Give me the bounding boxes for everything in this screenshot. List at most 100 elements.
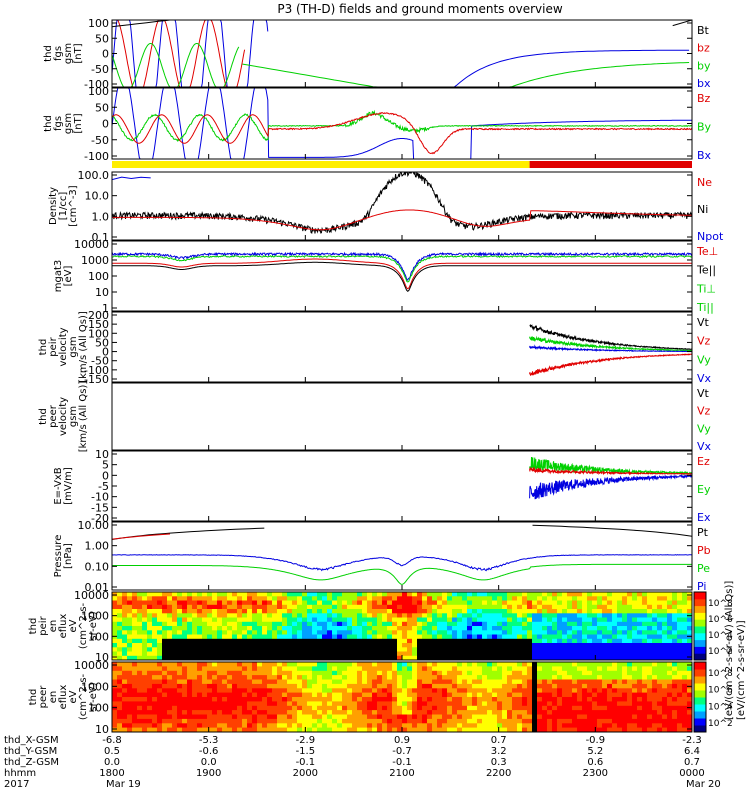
- spectrogram-cell: [277, 710, 283, 716]
- region-bar-segment: [112, 161, 530, 168]
- spectrogram-cell: [252, 718, 258, 724]
- spectrogram-cell: [522, 643, 528, 648]
- spectrogram-cell: [272, 727, 278, 732]
- spectrogram-cell: [412, 651, 418, 657]
- spectrogram-cell: [662, 592, 668, 597]
- spectrogram-cell: [142, 718, 148, 724]
- spectrogram-cell: [302, 596, 308, 602]
- spectrogram-cell: [237, 638, 243, 644]
- spectrogram-cell: [267, 592, 273, 597]
- spectrogram-cell: [662, 609, 668, 614]
- spectrogram-cell: [577, 692, 583, 698]
- spectrogram-cell: [527, 718, 533, 724]
- spectrogram-cell: [682, 630, 688, 636]
- spectrogram-cell: [672, 723, 678, 729]
- spectrogram-cell: [627, 626, 633, 631]
- spectrogram-cell: [507, 710, 513, 716]
- spectrogram-cell: [467, 683, 473, 689]
- colorbar-tick-label: 10^4: [708, 702, 733, 712]
- spectrogram-cell: [477, 688, 483, 694]
- spectrogram-cell: [307, 670, 313, 676]
- spectrogram-cell: [137, 651, 143, 657]
- spectrogram-cell: [607, 613, 613, 619]
- spectrogram-cell: [622, 701, 628, 707]
- spectrogram-cell: [602, 655, 608, 660]
- colorbar-segment: [694, 725, 706, 733]
- spectrogram-cell: [167, 727, 173, 732]
- spectrogram-cell: [457, 613, 463, 619]
- spectrogram-cell: [122, 727, 128, 732]
- spectrogram-cell: [242, 718, 248, 724]
- spectrogram-cell: [617, 630, 623, 636]
- spectrogram-cell: [302, 647, 308, 653]
- spectrogram-cell: [237, 655, 243, 660]
- spectrogram-cell: [607, 634, 613, 640]
- spectrogram-cell: [597, 683, 603, 689]
- spectrogram-cell: [262, 723, 268, 729]
- spectrogram-cell: [357, 679, 363, 685]
- spectrogram-cell: [442, 697, 448, 702]
- x-axis-row-label: thd_Z-GSM: [4, 757, 59, 768]
- spectrogram-cell: [372, 643, 378, 648]
- spectrogram-cell: [157, 701, 163, 707]
- spectrogram-cell: [552, 609, 558, 614]
- spectrogram-cell: [137, 705, 143, 711]
- spectrogram-cell: [582, 613, 588, 619]
- spectrogram-cell: [537, 643, 543, 648]
- spectrogram-cell: [462, 630, 468, 636]
- spectrogram-cell: [522, 592, 528, 597]
- spectrogram-cell: [317, 679, 323, 685]
- spectrogram-cell: [577, 647, 583, 653]
- spectrogram-cell: [527, 655, 533, 660]
- spectrogram-cell: [447, 617, 453, 623]
- spectrogram-cell: [567, 692, 573, 698]
- spectrogram-cell: [297, 647, 303, 653]
- spectrogram-cell: [292, 701, 298, 707]
- spectrogram-cell: [112, 692, 118, 698]
- spectrogram-cell: [642, 718, 648, 724]
- spectrogram-cell: [487, 701, 493, 707]
- spectrogram-cell: [142, 666, 148, 672]
- spectrogram-cell: [297, 613, 303, 619]
- spectrogram-cell: [472, 705, 478, 711]
- spectrogram-cell: [322, 675, 328, 681]
- spectrogram-cell: [472, 626, 478, 631]
- spectrogram-cell: [607, 683, 613, 689]
- spectrogram-cell: [602, 692, 608, 698]
- spectrogram-cell: [187, 621, 193, 627]
- spectrogram-cell: [372, 638, 378, 644]
- spectrogram-cell: [237, 596, 243, 602]
- y-axis-label: Density [1/cc] [cm^-3]: [48, 185, 79, 226]
- spectrogram-cell: [117, 692, 123, 698]
- spectrogram-cell: [472, 675, 478, 681]
- spectrogram-cell: [602, 714, 608, 720]
- spectrogram-cell: [162, 701, 168, 707]
- spectrogram-cell: [587, 679, 593, 685]
- x-axis-value: Mar 20: [686, 779, 721, 790]
- spectrogram-cell: [442, 727, 448, 732]
- spectrogram-cell: [687, 609, 692, 614]
- spectrogram-cell: [672, 613, 678, 619]
- spectrogram-cell: [432, 718, 438, 724]
- spectrogram-cell: [617, 723, 623, 729]
- spectrogram-cell: [362, 596, 368, 602]
- spectrogram-cell: [487, 723, 493, 729]
- spectrogram-cell: [467, 609, 473, 614]
- spectrogram-cell: [167, 675, 173, 681]
- spectrogram-cell: [227, 697, 233, 702]
- spectrogram-cell: [212, 617, 218, 623]
- spectrogram-cell: [517, 688, 523, 694]
- spectrogram-cell: [167, 651, 173, 657]
- spectrogram-cell: [477, 647, 483, 653]
- spectrogram-cell: [177, 604, 183, 610]
- spectrogram-cell: [462, 600, 468, 606]
- spectrogram-cell: [202, 651, 208, 657]
- spectrogram-cell: [682, 592, 688, 597]
- spectrogram-cell: [307, 718, 313, 724]
- spectrogram-cell: [657, 727, 663, 732]
- spectrogram-cell: [472, 643, 478, 648]
- y-label-line: [1/cc]: [58, 192, 69, 221]
- spectrogram-cell: [122, 670, 128, 676]
- spectrogram-cell: [422, 647, 428, 653]
- spectrogram-cell: [687, 692, 692, 698]
